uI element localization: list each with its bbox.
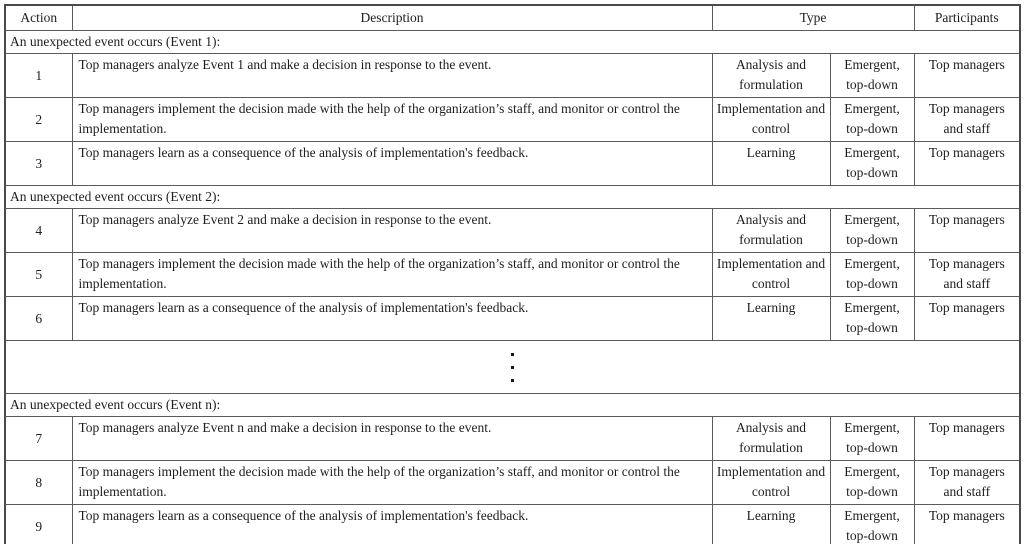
participants-cell: Top managers (913, 296, 1021, 341)
table-row: 6 Top managers learn as a consequence of… (4, 296, 1021, 341)
description-cell: Top managers implement the decision made… (71, 460, 713, 505)
type-mode-cell: Emergent, top-down (829, 97, 915, 142)
description-cell: Top managers analyze Event 1 and make a … (71, 53, 713, 98)
section-row-event-2: An unexpected event occurs (Event 2): (4, 185, 1021, 209)
participants-cell: Top managers (913, 141, 1021, 186)
participants-cell: Top managers (913, 416, 1021, 461)
participants-cell: Top managers (913, 504, 1021, 544)
section-row-event-1: An unexpected event occurs (Event 1): (4, 30, 1021, 54)
action-cell: 3 (4, 141, 73, 186)
type-mode-cell: Emergent, top-down (829, 416, 915, 461)
table-row: 5 Top managers implement the decision ma… (4, 252, 1021, 297)
type-cell: Learning (711, 296, 831, 341)
type-mode-cell: Emergent, top-down (829, 208, 915, 253)
type-cell: Learning (711, 504, 831, 544)
type-mode-cell: Emergent, top-down (829, 252, 915, 297)
description-cell: Top managers analyze Event n and make a … (71, 416, 713, 461)
type-cell: Learning (711, 141, 831, 186)
vertical-ellipsis-cell (4, 340, 1021, 394)
description-cell: Top managers implement the decision made… (71, 252, 713, 297)
participants-cell: Top managers and staff (913, 252, 1021, 297)
type-cell: Analysis and formulation (711, 416, 831, 461)
action-cell: 2 (4, 97, 73, 142)
action-cell: 4 (4, 208, 73, 253)
table-row: 2 Top managers implement the decision ma… (4, 97, 1021, 142)
type-cell: Implementation and control (711, 460, 831, 505)
table-row: 9 Top managers learn as a consequence of… (4, 504, 1021, 544)
participants-cell: Top managers (913, 53, 1021, 98)
type-cell: Analysis and formulation (711, 208, 831, 253)
action-cell: 5 (4, 252, 73, 297)
type-mode-cell: Emergent, top-down (829, 53, 915, 98)
table-row: 4 Top managers analyze Event 2 and make … (4, 208, 1021, 253)
section-label: An unexpected event occurs (Event 2): (4, 185, 1021, 209)
action-cell: 7 (4, 416, 73, 461)
description-cell: Top managers implement the decision made… (71, 97, 713, 142)
header-type: Type (711, 4, 915, 31)
action-cell: 9 (4, 504, 73, 544)
description-cell: Top managers learn as a consequence of t… (71, 141, 713, 186)
action-cell: 8 (4, 460, 73, 505)
type-cell: Implementation and control (711, 97, 831, 142)
continuation-row (4, 340, 1021, 394)
header-action: Action (4, 4, 73, 31)
type-cell: Implementation and control (711, 252, 831, 297)
participants-cell: Top managers and staff (913, 460, 1021, 505)
header-description: Description (71, 4, 713, 31)
section-label: An unexpected event occurs (Event 1): (4, 30, 1021, 54)
type-mode-cell: Emergent, top-down (829, 460, 915, 505)
description-cell: Top managers learn as a consequence of t… (71, 504, 713, 544)
type-cell: Analysis and formulation (711, 53, 831, 98)
description-cell: Top managers learn as a consequence of t… (71, 296, 713, 341)
section-label: An unexpected event occurs (Event n): (4, 393, 1021, 417)
type-mode-cell: Emergent, top-down (829, 296, 915, 341)
header-participants: Participants (913, 4, 1021, 31)
participants-cell: Top managers and staff (913, 97, 1021, 142)
description-cell: Top managers analyze Event 2 and make a … (71, 208, 713, 253)
table-row: 1 Top managers analyze Event 1 and make … (4, 53, 1021, 98)
vertical-ellipsis-icon (10, 342, 1015, 392)
table-row: 3 Top managers learn as a consequence of… (4, 141, 1021, 186)
action-cell: 6 (4, 296, 73, 341)
strategy-actions-table: Action Description Type Participants An … (4, 4, 1022, 544)
section-row-event-n: An unexpected event occurs (Event n): (4, 393, 1021, 417)
table-row: 7 Top managers analyze Event n and make … (4, 416, 1021, 461)
participants-cell: Top managers (913, 208, 1021, 253)
table-row: 8 Top managers implement the decision ma… (4, 460, 1021, 505)
type-mode-cell: Emergent, top-down (829, 141, 915, 186)
table-header-row: Action Description Type Participants (4, 4, 1021, 31)
type-mode-cell: Emergent, top-down (829, 504, 915, 544)
action-cell: 1 (4, 53, 73, 98)
